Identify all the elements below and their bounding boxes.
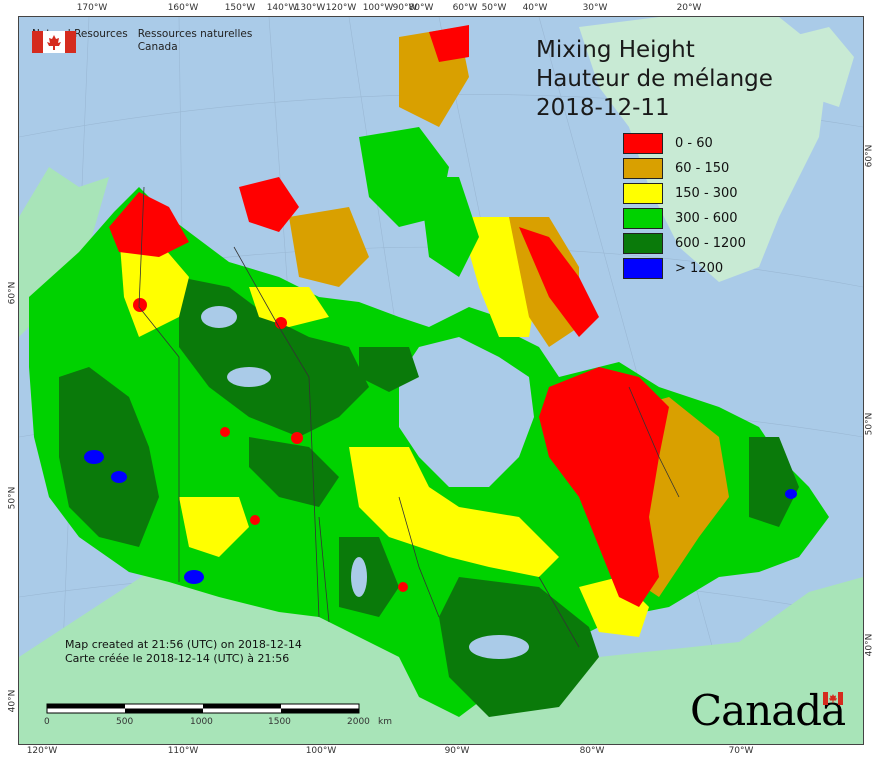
right-lat-label: 40°N <box>864 633 875 657</box>
top-lon-label: 60°W <box>452 3 478 13</box>
yellow-alberta <box>179 497 249 557</box>
red-ellesmere-north <box>429 25 469 62</box>
lake-winnipeg <box>351 557 367 597</box>
bottom-lon-label: 70°W <box>728 746 754 756</box>
red-quebec <box>539 367 669 607</box>
bottom-lon-label: 110°W <box>167 746 199 756</box>
left-lat-label: 40°N <box>7 689 18 713</box>
great-slave-lake <box>227 367 271 387</box>
legend-swatch <box>623 183 663 204</box>
red-spot-6 <box>398 582 408 592</box>
bottom-lon-label: 80°W <box>579 746 605 756</box>
legend: 0 - 60 60 - 150 150 - 300 300 - 600 600 … <box>623 131 746 281</box>
legend-label: 300 - 600 <box>675 211 738 226</box>
top-lon-label: 40°W <box>522 3 548 13</box>
scale-tick: 1000 <box>190 717 213 727</box>
right-lat-label: 60°N <box>864 144 875 168</box>
left-lat-label: 60°N <box>7 281 18 305</box>
top-lon-label: 20°W <box>676 3 702 13</box>
legend-label: 150 - 300 <box>675 186 738 201</box>
red-spot-3 <box>220 427 230 437</box>
top-lon-label: 100°W <box>362 3 394 13</box>
canada-wordmark: Canada <box>690 686 846 735</box>
legend-label: 0 - 60 <box>675 136 713 151</box>
blue-spot-3 <box>184 570 204 584</box>
iceland-land <box>789 27 854 107</box>
bottom-lon-label: 90°W <box>444 746 470 756</box>
top-lon-label: 30°W <box>582 3 608 13</box>
legend-label: > 1200 <box>675 261 724 276</box>
yellow-arctic-coast <box>249 287 329 327</box>
credit-fr: Carte créée le 2018-12-14 (UTC) à 21:56 <box>65 652 290 665</box>
wordmark-flag-icon <box>823 692 843 705</box>
canada-flag-icon <box>32 31 76 53</box>
legend-label: 60 - 150 <box>675 161 730 176</box>
red-spot-1 <box>133 298 147 312</box>
scale-tick: 500 <box>116 717 134 727</box>
map-frame[interactable] <box>18 16 864 745</box>
legend-label: 600 - 1200 <box>675 236 746 251</box>
legend-item: 150 - 300 <box>623 181 746 206</box>
blue-spot-1 <box>84 450 104 464</box>
hudson-bay <box>399 337 534 487</box>
blue-spot-2 <box>111 471 127 483</box>
legend-item: 60 - 150 <box>623 156 746 181</box>
dark-green-sask <box>249 437 339 507</box>
top-lon-label: 130°W <box>294 3 326 13</box>
right-lat-label: 50°N <box>864 412 875 436</box>
map-title: Mixing Height Hauteur de mélange 2018-12… <box>536 36 773 123</box>
top-lon-label: 80°W <box>408 3 434 13</box>
dark-green-manitoba <box>339 537 399 617</box>
red-spot-4 <box>291 432 303 444</box>
left-lat-label: 50°N <box>7 486 18 510</box>
bottom-lon-label: 100°W <box>305 746 337 756</box>
agency-header: Natural Resources Canada Ressources natu… <box>32 28 262 54</box>
credit-en: Map created at 21:56 (UTC) on 2018-12-14 <box>65 638 302 651</box>
top-lon-label: 90°W <box>392 3 418 13</box>
yellow-hudson-south <box>349 447 559 577</box>
legend-swatch <box>623 233 663 254</box>
scale-tick: 0 <box>44 717 50 727</box>
map-date: 2018-12-11 <box>536 95 670 121</box>
dark-green-bc <box>59 367 159 547</box>
title-fr: Hauteur de mélange <box>536 66 773 92</box>
top-lon-label: 120°W <box>325 3 357 13</box>
dark-green-keewatin <box>359 347 419 392</box>
province-borders <box>138 186 680 648</box>
red-yukon-north <box>109 192 189 257</box>
map-canvas <box>19 17 863 744</box>
scale-unit: km <box>378 717 392 727</box>
legend-swatch <box>623 158 663 179</box>
top-lon-label: 140°W <box>266 3 298 13</box>
greenland-land <box>579 17 829 282</box>
legend-item: 300 - 600 <box>623 206 746 231</box>
scale-tick: 1500 <box>268 717 291 727</box>
legend-item: 600 - 1200 <box>623 231 746 256</box>
bottom-lon-label: 120°W <box>26 746 58 756</box>
legend-swatch <box>623 208 663 229</box>
title-en: Mixing Height <box>536 37 695 63</box>
legend-swatch <box>623 133 663 154</box>
red-baffin <box>519 227 599 337</box>
scale-bar-graphic <box>46 703 360 714</box>
scale-tick: 2000 <box>347 717 370 727</box>
top-lon-label: 50°W <box>481 3 507 13</box>
agency-name-fr: Ressources naturelles Canada <box>137 28 253 53</box>
great-lakes <box>469 635 529 659</box>
legend-item: 0 - 60 <box>623 131 746 156</box>
red-spot-5 <box>250 515 260 525</box>
red-banks-island <box>239 177 299 232</box>
top-lon-label: 170°W <box>76 3 108 13</box>
top-lon-label: 150°W <box>224 3 256 13</box>
orange-victoria-island <box>289 207 369 287</box>
map-credit: Map created at 21:56 (UTC) on 2018-12-14… <box>65 638 302 666</box>
blue-spot-4 <box>785 489 797 499</box>
green-baffin-west <box>419 177 479 277</box>
great-bear-lake <box>201 306 237 328</box>
dark-green-newfoundland <box>749 437 799 527</box>
top-lon-label: 160°W <box>167 3 199 13</box>
legend-swatch <box>623 258 663 279</box>
legend-item: > 1200 <box>623 256 746 281</box>
